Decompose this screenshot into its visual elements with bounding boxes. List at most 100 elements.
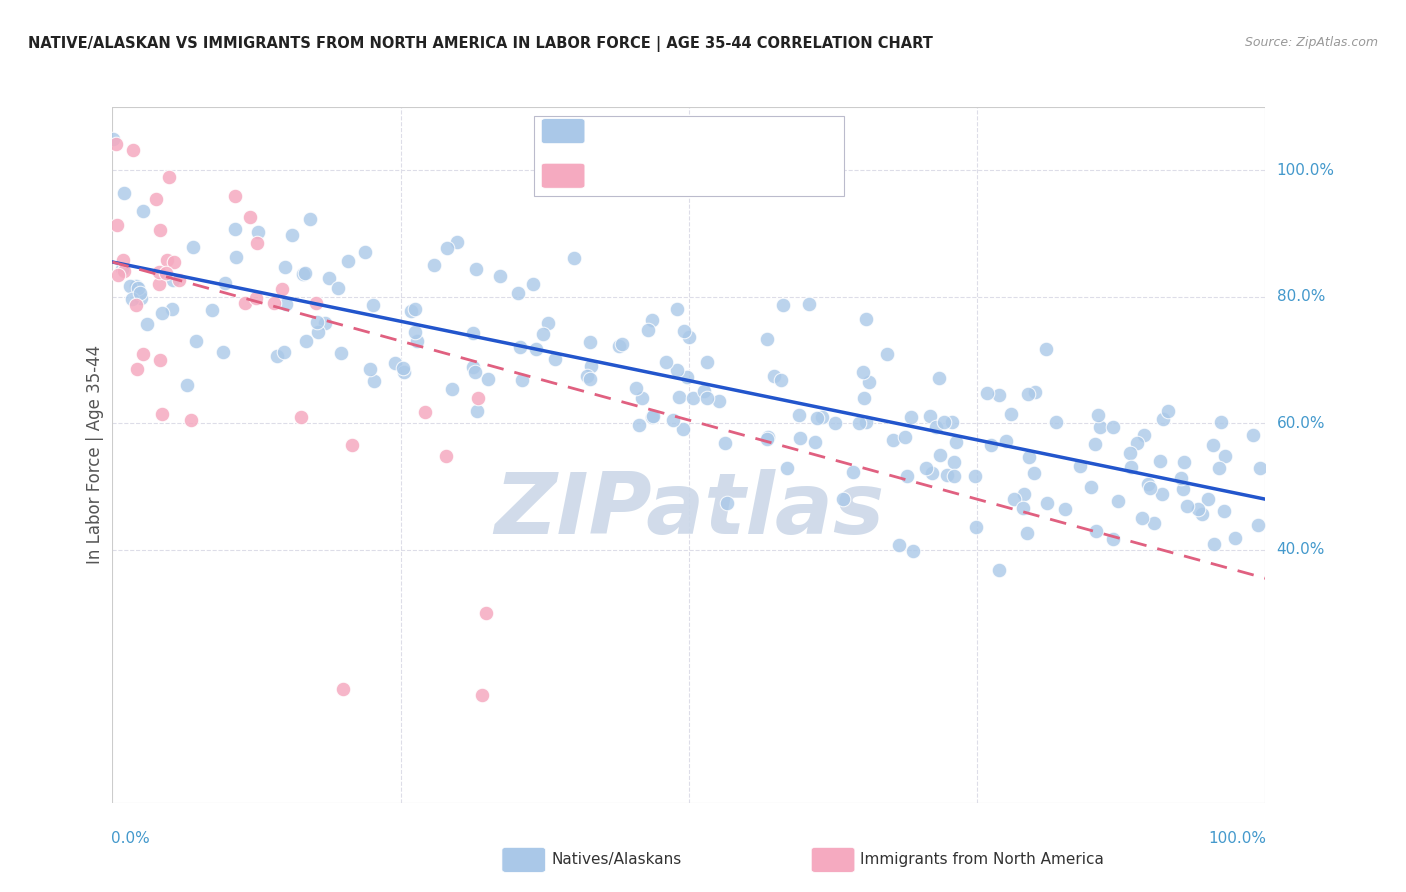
Point (298, 212, 321, 227)
Point (392, 365, 415, 379)
Point (945, 435, 967, 450)
Point (246, 235, 269, 250)
Point (1213, 503, 1236, 517)
Point (544, 352, 567, 367)
Point (446, 235, 468, 249)
Point (1084, 437, 1107, 451)
Point (1175, 499, 1198, 513)
Point (1017, 387, 1039, 401)
Point (1126, 436, 1149, 450)
Point (512, 373, 534, 387)
Point (1000, 407, 1022, 421)
Point (104, 137, 127, 152)
Point (132, 204, 155, 219)
Point (1170, 471, 1192, 485)
Text: NATIVE/ALASKAN VS IMMIGRANTS FROM NORTH AMERICA IN LABOR FORCE | AGE 35-44 CORRE: NATIVE/ALASKAN VS IMMIGRANTS FROM NORTH … (28, 36, 934, 52)
Text: Immigrants from North America: Immigrants from North America (860, 853, 1104, 867)
Point (1130, 511, 1153, 525)
Point (121, 292, 143, 306)
Point (1247, 517, 1270, 532)
Point (291, 267, 314, 281)
Point (994, 434, 1017, 449)
Point (359, 362, 381, 376)
Point (637, 323, 659, 337)
Point (1119, 446, 1142, 460)
Point (1024, 384, 1046, 399)
Point (980, 438, 1002, 452)
Text: Source: ZipAtlas.com: Source: ZipAtlas.com (1244, 36, 1378, 49)
Text: 80.0%: 80.0% (1277, 289, 1324, 304)
Point (149, 223, 172, 237)
Point (524, 342, 547, 356)
Point (842, 465, 865, 479)
Point (1035, 342, 1057, 356)
Point (149, 352, 172, 367)
Text: 40.0%: 40.0% (1277, 542, 1324, 558)
Point (696, 392, 718, 406)
Point (1107, 494, 1129, 508)
Point (162, 301, 184, 316)
Point (609, 338, 631, 352)
Point (413, 404, 436, 418)
Point (274, 297, 297, 311)
Point (129, 291, 152, 305)
Point (894, 430, 917, 444)
Point (363, 374, 385, 388)
Point (399, 304, 422, 318)
Point (806, 410, 828, 425)
Point (942, 454, 965, 468)
Point (509, 340, 531, 354)
Point (762, 368, 785, 383)
Point (672, 324, 695, 338)
Point (889, 538, 911, 552)
Point (328, 281, 350, 295)
Point (475, 606, 498, 620)
Point (506, 285, 529, 300)
Text: 100.0%: 100.0% (1277, 163, 1334, 178)
Point (1152, 412, 1174, 426)
Point (127, 361, 149, 376)
Point (1173, 455, 1195, 469)
Point (294, 266, 316, 280)
Point (167, 273, 190, 287)
Point (1209, 415, 1232, 429)
Point (579, 335, 602, 350)
Point (290, 410, 312, 425)
Point (1208, 461, 1230, 475)
Point (465, 262, 488, 277)
Point (1018, 450, 1040, 464)
Point (180, 413, 202, 427)
Point (941, 415, 963, 429)
Point (271, 283, 294, 297)
Point (928, 448, 950, 462)
Point (914, 460, 936, 475)
Point (769, 373, 792, 387)
Point (855, 416, 877, 430)
Point (536, 316, 558, 330)
Point (1133, 427, 1156, 442)
Point (132, 347, 155, 361)
Point (858, 376, 880, 390)
Point (1143, 516, 1166, 530)
Point (531, 326, 554, 341)
Point (148, 277, 170, 291)
Point (965, 520, 987, 534)
Point (640, 409, 662, 424)
Point (281, 227, 304, 242)
Point (467, 391, 489, 405)
Point (214, 276, 236, 290)
Point (665, 363, 688, 377)
Point (579, 371, 602, 385)
Text: N =: N = (724, 169, 758, 183)
Point (111, 262, 134, 277)
Point (693, 384, 716, 398)
Point (436, 450, 458, 464)
Point (682, 391, 704, 405)
Text: -0.117: -0.117 (650, 169, 704, 183)
Point (1085, 524, 1108, 539)
Text: 100.0%: 100.0% (1209, 830, 1267, 846)
Point (463, 359, 485, 374)
Point (668, 391, 690, 405)
Point (305, 296, 328, 310)
Text: N =: N = (724, 124, 758, 138)
